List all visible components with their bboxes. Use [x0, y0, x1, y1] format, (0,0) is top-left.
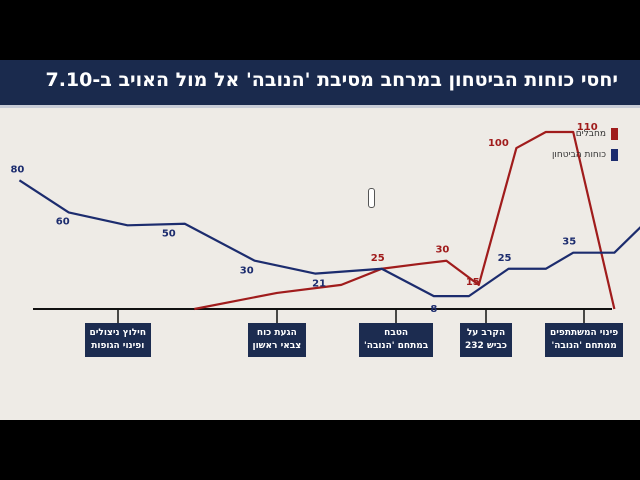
data-label: 35: [562, 237, 576, 248]
data-label: 30: [240, 266, 254, 277]
chart-frame: [0, 60, 640, 420]
data-label: 110: [577, 122, 598, 133]
data-label: 25: [371, 253, 385, 264]
category-label: הגעת כוח צבאי ראשון: [247, 323, 307, 357]
legend-swatch-terrorists: [611, 128, 618, 140]
text-cursor-icon: [368, 188, 375, 208]
data-label: 60: [56, 216, 70, 227]
chart-title: יחסי כוחות הביטחון במרחב מסיבת 'הנובה' א…: [45, 69, 618, 91]
series-line-security-forces: [18, 179, 640, 298]
series-line-terrorists: [194, 130, 616, 311]
data-label: 8: [430, 304, 437, 315]
category-label: פינוי המשתתפים ממתחם 'הנובה': [545, 323, 624, 357]
legend-item-security-forces: כוחות הביטחון: [552, 149, 618, 161]
legend-label-terrorists: מחבלים: [575, 129, 606, 139]
legend-swatch-security-forces: [611, 149, 618, 161]
category-label: חילוץ ניצולים ופינוי הגופות: [84, 323, 152, 357]
category-label: הקרב על כביש 232: [460, 323, 512, 357]
data-label: 30: [435, 245, 449, 256]
data-label: 21: [312, 279, 326, 290]
data-label: 50: [162, 229, 176, 240]
legend-item-terrorists: מחבלים: [552, 128, 618, 140]
data-label: 25: [498, 253, 512, 264]
title-bar: יחסי כוחות הביטחון במרחב מסיבת 'הנובה' א…: [0, 60, 640, 108]
data-label: 15: [466, 277, 480, 288]
legend-label-security-forces: כוחות הביטחון: [551, 150, 606, 160]
category-label: הטבח במתחם 'הנובה': [359, 323, 434, 357]
data-label: 80: [10, 164, 24, 175]
legend: מחבלים כוחות הביטחון: [552, 128, 618, 170]
data-label: 100: [488, 138, 509, 149]
